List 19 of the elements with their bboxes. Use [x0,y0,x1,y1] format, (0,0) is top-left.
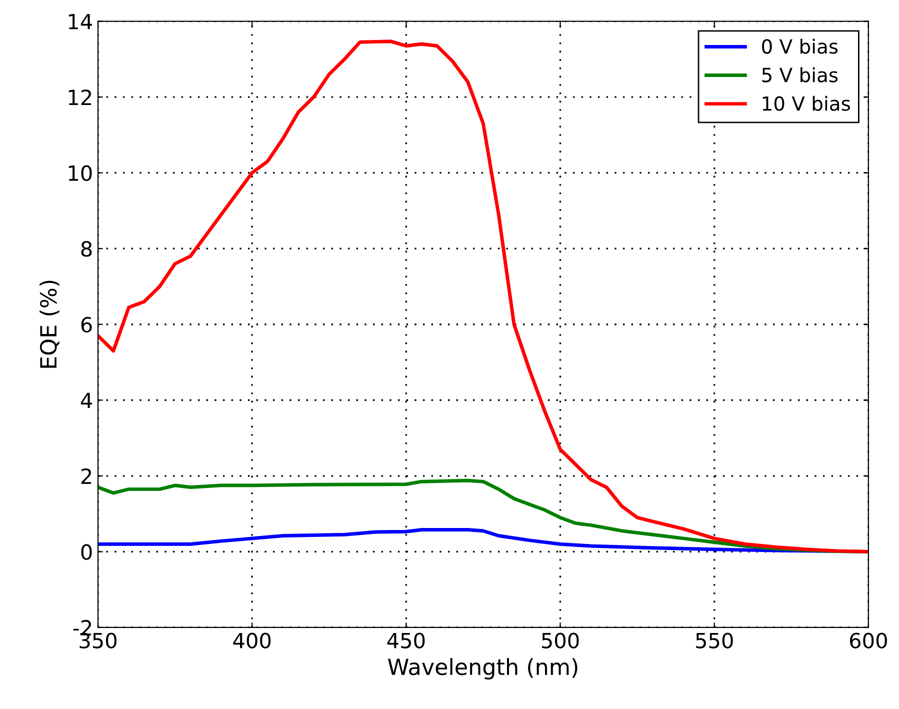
x-tick-label: 400 [233,632,271,648]
y-tick-label: 12 [68,89,92,105]
y-tick-label: 2 [81,468,92,484]
line-series [98,40,868,554]
y-tick-label: 10 [68,165,92,182]
x-tick-label: 600 [850,632,887,648]
legend-label: 10 V bias [762,96,850,111]
y-tick-label: 6 [81,316,92,333]
legend-label: 5 V bias [762,67,838,82]
y-tick-label: 8 [81,241,92,257]
x-tick-label: 450 [387,632,425,648]
legend-label: 0 V bias [762,38,838,54]
x-tick-label: 550 [696,632,733,648]
y-tick-label: 0 [81,544,92,560]
x-tick-label: 500 [542,632,579,648]
y-axis-title: EQE (%) [40,280,60,368]
x-axis-title: Wavelength (nm) [388,658,578,680]
y-tick-label: 14 [68,14,92,30]
y-tick-label: 4 [80,392,92,408]
